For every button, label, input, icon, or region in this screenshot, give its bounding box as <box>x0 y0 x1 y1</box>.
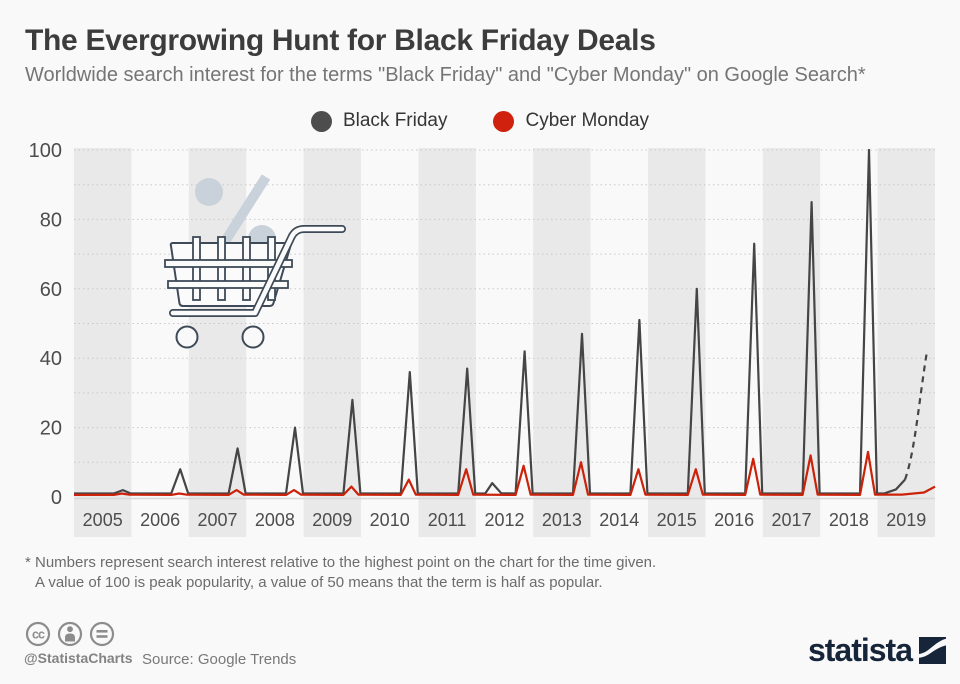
svg-text:cc: cc <box>32 628 45 642</box>
cc-by-person-icon <box>57 621 83 647</box>
statista-logo-text: statista <box>807 632 913 668</box>
x-tick-label: 2015 <box>657 510 697 530</box>
creative-commons-badges: cc <box>25 621 115 647</box>
x-tick-label: 2007 <box>197 510 237 530</box>
cc-nd-equals-icon <box>89 621 115 647</box>
x-tick-label: 2005 <box>83 510 123 530</box>
axis-labels: 0 20 40 60 80 100 2005 2006 2007 2008 2009 2010 2011… <box>29 140 927 530</box>
black-friday-projection-dashed-line <box>903 351 929 480</box>
x-tick-label: 2017 <box>771 510 811 530</box>
legend-dot-cyber-monday-icon <box>493 110 515 132</box>
x-tick-label: 2008 <box>255 510 295 530</box>
cyber-monday-line <box>74 450 936 496</box>
statista-logo-square-icon <box>919 636 946 664</box>
statista-charts-handle: @StatistaCharts <box>24 650 133 666</box>
y-tick-label: 0 <box>51 487 62 509</box>
page-title: The Evergrowing Hunt for Black Friday De… <box>25 24 656 57</box>
footnote: * Numbers represent search interest rela… <box>25 553 656 593</box>
gridlines <box>74 149 935 500</box>
data-series <box>74 148 936 496</box>
year-bands <box>74 148 935 537</box>
legend-label-black-friday: Black Friday <box>342 110 448 131</box>
y-tick-label: 100 <box>29 140 62 162</box>
y-tick-label: 80 <box>40 209 62 231</box>
legend-item-black-friday: Black Friday <box>310 110 448 132</box>
shopping-cart-percent-icon <box>164 174 346 349</box>
legend-label-cyber-monday: Cyber Monday <box>525 110 650 131</box>
x-tick-label: 2009 <box>312 510 352 530</box>
statista-logo: statista <box>807 632 946 668</box>
y-tick-label: 40 <box>40 348 62 370</box>
footnote-line-1: * Numbers represent search interest rela… <box>25 554 657 571</box>
x-tick-label: 2011 <box>428 510 467 530</box>
x-tick-label: 2014 <box>599 510 639 530</box>
source-credit: Source: Google Trends <box>142 651 297 668</box>
x-tick-label: 2013 <box>542 510 582 530</box>
x-tick-label: 2010 <box>370 510 410 530</box>
line-chart: 0 20 40 60 80 100 2005 2006 2007 2008 2009 2010 2011… <box>29 140 936 537</box>
legend-dot-black-friday-icon <box>310 110 332 132</box>
x-tick-label: 2012 <box>484 510 524 530</box>
x-tick-label: 2016 <box>714 510 754 530</box>
x-tick-label: 2019 <box>886 510 926 530</box>
page-subtitle: Worldwide search interest for the terms … <box>25 64 866 86</box>
x-tick-label: 2006 <box>140 510 180 530</box>
chart-legend: Black Friday Cyber Monday <box>0 110 960 132</box>
y-tick-label: 60 <box>40 279 62 301</box>
x-tick-label: 2018 <box>829 510 869 530</box>
footnote-line-2: A value of 100 is peak popularity, a val… <box>35 574 603 591</box>
cc-icon: cc <box>25 621 51 647</box>
y-tick-label: 20 <box>40 418 62 440</box>
legend-item-cyber-monday: Cyber Monday <box>493 110 649 132</box>
